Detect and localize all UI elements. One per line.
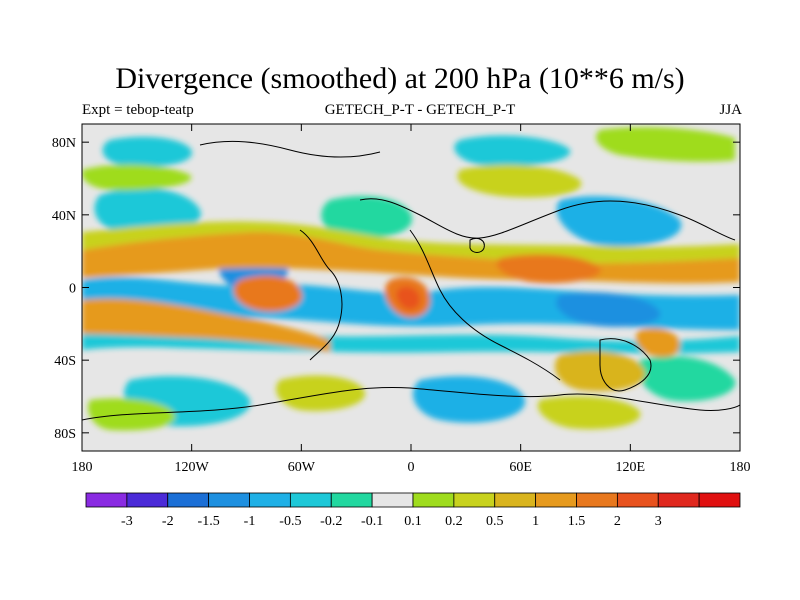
colorbar-label: 2 bbox=[614, 514, 621, 529]
colorbar-label: -2 bbox=[162, 514, 174, 529]
divergence-field bbox=[82, 127, 740, 431]
season-label: JJA bbox=[719, 102, 742, 118]
colorbar-swatch bbox=[371, 492, 414, 508]
colorbar-label: -0.5 bbox=[279, 514, 301, 529]
lat-tick-label: 80N bbox=[52, 136, 76, 151]
colorbar-label: -0.1 bbox=[361, 514, 383, 529]
field-blob-yellow-6 bbox=[537, 396, 641, 430]
colorbar-label: 0.5 bbox=[486, 514, 504, 529]
colorbar-label: 3 bbox=[655, 514, 662, 529]
colorbar-swatch bbox=[616, 492, 659, 508]
colorbar-swatch bbox=[535, 492, 577, 508]
field-blob-cyan-5 bbox=[102, 136, 193, 167]
coastline-south-rim bbox=[82, 386, 740, 421]
colorbar-swatch bbox=[126, 492, 169, 508]
coastline-north bbox=[359, 198, 736, 241]
colorbar-label: -1 bbox=[244, 514, 256, 529]
field-blob-yellow-3 bbox=[596, 127, 735, 162]
field-blob-yellow-1 bbox=[457, 164, 582, 198]
colorbar-swatch bbox=[167, 492, 210, 508]
colorbar-swatch bbox=[249, 492, 291, 508]
colorbar-label: 0.1 bbox=[404, 514, 422, 529]
field-blob-cyan-4 bbox=[412, 376, 526, 423]
colorbar-swatch bbox=[412, 492, 455, 508]
lat-tick-label: 40N bbox=[52, 209, 76, 224]
coastline-east-landmass bbox=[599, 338, 652, 392]
colorbar-label: -3 bbox=[121, 514, 133, 529]
colorbar: -3 -2 -1.5 -1 -0.5 -0.2 -0.1 0.1 0.2 0.5 1 1.5 2 3 bbox=[85, 492, 741, 529]
field-blob-yellow-4 bbox=[276, 375, 366, 412]
lon-tick-label: 60E bbox=[509, 460, 532, 475]
colorbar-swatch bbox=[698, 492, 741, 508]
coastline-west-continent bbox=[299, 229, 343, 361]
experiment-label: Expt = tebop-teatp bbox=[82, 102, 194, 118]
field-band-tropical-cyan bbox=[82, 322, 740, 354]
lon-tick-label: 120E bbox=[616, 460, 646, 475]
colorbar-label: 1.5 bbox=[568, 514, 586, 529]
colorbar-label: 0.2 bbox=[445, 514, 463, 529]
colorbar-swatch bbox=[289, 492, 332, 508]
colorbar-swatch bbox=[85, 492, 128, 508]
lon-tick-label: 0 bbox=[408, 460, 415, 475]
lat-tick-label: 40S bbox=[54, 354, 76, 369]
coastlines bbox=[82, 140, 740, 421]
field-blob-orange-1 bbox=[233, 275, 303, 312]
field-blob-blue-2 bbox=[556, 292, 661, 327]
dataset-label: GETECH_P-T - GETECH_P-T bbox=[324, 102, 516, 118]
colorbar-label: -1.5 bbox=[198, 514, 220, 529]
colorbar-label: -0.2 bbox=[320, 514, 342, 529]
lat-tick-label: 0 bbox=[69, 282, 76, 297]
lon-tick-label: 180 bbox=[730, 460, 751, 475]
field-blob-green-1 bbox=[321, 196, 413, 239]
field-blob-yellow-2 bbox=[82, 164, 192, 191]
latitude-axis: 80N 40N 0 40S 80S bbox=[52, 136, 740, 442]
colorbar-swatch bbox=[330, 492, 373, 508]
longitude-axis: 180 120W 60W 0 60E 120E 180 bbox=[72, 124, 751, 475]
field-blob-green-2 bbox=[636, 356, 736, 402]
field-blob-cyan-1 bbox=[94, 187, 201, 234]
field-blob-orange-3 bbox=[496, 254, 601, 284]
colorbar-swatch bbox=[576, 492, 618, 508]
colorbar-label: 1 bbox=[532, 514, 539, 529]
colorbar-swatch bbox=[494, 492, 537, 508]
colorbar-swatch bbox=[208, 492, 250, 508]
colorbar-swatch bbox=[657, 492, 700, 508]
field-blob-orange-5 bbox=[635, 328, 680, 358]
field-blob-red-1 bbox=[396, 286, 420, 310]
colorbar-swatch bbox=[453, 492, 496, 508]
coastline-north-arc bbox=[199, 140, 381, 158]
lon-tick-label: 180 bbox=[72, 460, 93, 475]
lon-tick-label: 120W bbox=[175, 460, 210, 475]
field-band-north-yellow bbox=[82, 221, 740, 264]
coastline-central bbox=[409, 229, 561, 381]
coastline-island-1 bbox=[469, 237, 485, 253]
field-blob-cyan-6 bbox=[454, 135, 571, 167]
field-band-south-orange bbox=[82, 298, 330, 352]
field-blob-cyan-2 bbox=[556, 196, 682, 247]
chart-title: Divergence (smoothed) at 200 hPa (10**6 … bbox=[115, 62, 685, 95]
lon-tick-label: 60W bbox=[288, 460, 316, 475]
lat-tick-label: 80S bbox=[54, 427, 76, 442]
